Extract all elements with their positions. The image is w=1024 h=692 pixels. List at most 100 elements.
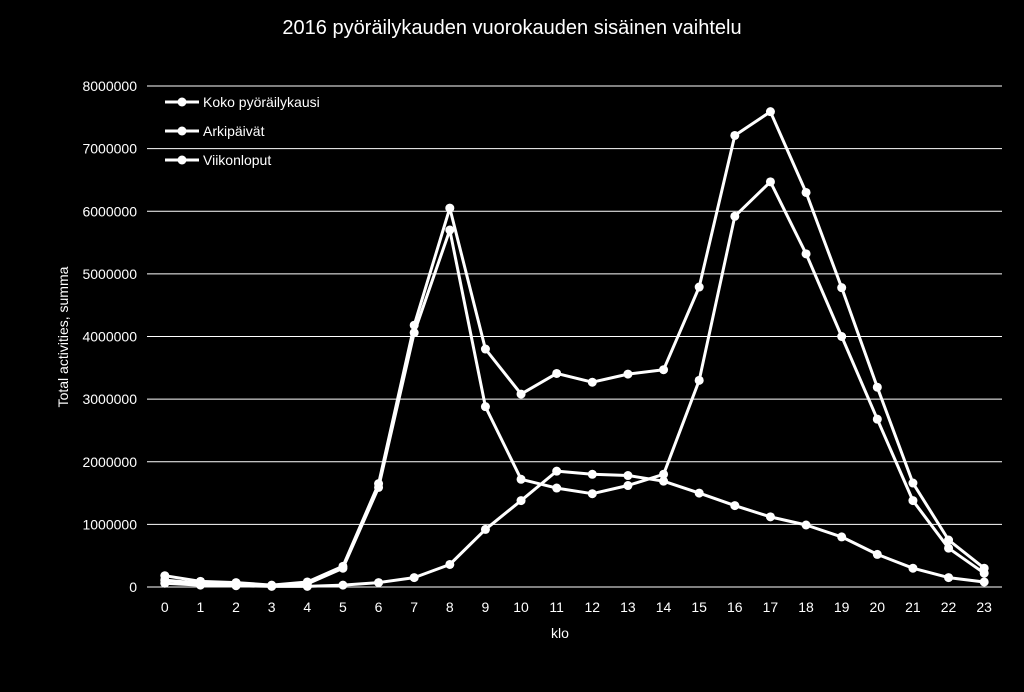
x-tick-label: 12 xyxy=(585,599,601,615)
legend-item: Viikonloput xyxy=(165,152,271,168)
y-tick-label: 5000000 xyxy=(82,266,137,282)
data-point xyxy=(694,282,704,292)
legend: Koko pyöräilykausi Arkipäivät Viikonloput xyxy=(165,94,320,168)
x-tick-label: 18 xyxy=(798,599,814,615)
x-tick-label: 13 xyxy=(620,599,636,615)
data-point xyxy=(552,466,562,476)
gridlines xyxy=(147,85,1002,588)
series-lines xyxy=(160,107,989,591)
data-point xyxy=(659,469,669,479)
data-point xyxy=(801,187,811,197)
y-tick-label: 7000000 xyxy=(82,141,137,157)
x-tick-label: 14 xyxy=(656,599,672,615)
legend-item: Koko pyöräilykausi xyxy=(165,94,320,110)
data-point xyxy=(872,549,882,559)
data-point xyxy=(195,580,205,590)
series-line xyxy=(164,110,986,587)
x-tick-label: 23 xyxy=(976,599,992,615)
data-point xyxy=(765,177,775,187)
x-tick-label: 8 xyxy=(446,599,454,615)
x-tick-label: 6 xyxy=(375,599,383,615)
legend-label: Koko pyöräilykausi xyxy=(203,94,320,110)
x-tick-label: 11 xyxy=(549,599,564,615)
data-point xyxy=(374,482,384,492)
data-point xyxy=(480,524,490,534)
data-point xyxy=(409,328,419,338)
x-tick-label: 17 xyxy=(763,599,779,615)
data-point xyxy=(908,478,918,488)
y-tick-label: 2000000 xyxy=(82,454,137,470)
data-point xyxy=(694,375,704,385)
data-point xyxy=(765,512,775,522)
data-point xyxy=(944,573,954,583)
y-tick-label: 4000000 xyxy=(82,329,137,345)
data-point xyxy=(872,382,882,392)
y-tick-label: 0 xyxy=(129,579,137,595)
data-point xyxy=(267,581,277,591)
data-point xyxy=(659,365,669,375)
x-tick-label: 1 xyxy=(197,599,205,615)
data-point xyxy=(944,535,954,545)
legend-item: Arkipäivät xyxy=(165,123,265,139)
data-point xyxy=(480,402,490,412)
data-point xyxy=(908,496,918,506)
data-point xyxy=(445,225,455,235)
y-tick-label: 6000000 xyxy=(82,203,137,219)
x-tick-label: 19 xyxy=(834,599,850,615)
series-line xyxy=(164,469,985,588)
x-tick-label: 3 xyxy=(268,599,276,615)
legend-marker xyxy=(177,126,187,136)
data-point xyxy=(587,469,597,479)
data-point xyxy=(837,283,847,293)
data-point xyxy=(801,249,811,259)
data-point xyxy=(480,344,490,354)
data-point xyxy=(623,471,633,481)
x-tick-label: 5 xyxy=(339,599,347,615)
data-point xyxy=(587,377,597,387)
x-axis-label: klo xyxy=(551,625,569,641)
x-tick-label: 20 xyxy=(870,599,886,615)
data-point xyxy=(659,476,669,486)
data-point xyxy=(872,414,882,424)
legend-label: Arkipäivät xyxy=(203,123,265,139)
data-point xyxy=(730,501,740,511)
data-point xyxy=(587,489,597,499)
y-axis-label: Total activities, summa xyxy=(55,266,71,407)
series-line xyxy=(164,180,986,588)
x-tick-label: 0 xyxy=(161,599,169,615)
x-tick-label: 21 xyxy=(905,599,921,615)
x-axis-tick-labels: 0 1 2 3 4 5 6 7 8 9 10 11 12 13 14 15 16 17 18 19 20 21 22 23 xyxy=(161,599,992,615)
data-point xyxy=(694,488,704,498)
y-axis-tick-labels: 0 1000000 2000000 3000000 4000000 5000000 6000… xyxy=(82,78,137,595)
data-point xyxy=(730,130,740,140)
chart-title: 2016 pyöräilykauden vuorokauden sisäinen… xyxy=(282,17,741,39)
legend-label: Viikonloput xyxy=(203,152,271,168)
data-point xyxy=(765,107,775,117)
data-point xyxy=(730,211,740,221)
x-tick-label: 2 xyxy=(232,599,240,615)
y-tick-label: 8000000 xyxy=(82,78,137,94)
data-point xyxy=(552,483,562,493)
data-point xyxy=(516,474,526,484)
x-tick-label: 22 xyxy=(941,599,957,615)
x-tick-label: 9 xyxy=(482,599,490,615)
data-point xyxy=(837,532,847,542)
data-point xyxy=(160,578,170,588)
data-point xyxy=(908,563,918,573)
legend-marker xyxy=(177,155,187,165)
data-point xyxy=(552,368,562,378)
data-point xyxy=(623,369,633,379)
data-point xyxy=(302,581,312,591)
x-tick-label: 16 xyxy=(727,599,743,615)
data-point xyxy=(516,496,526,506)
data-point xyxy=(801,520,811,530)
data-point xyxy=(409,573,419,583)
data-point xyxy=(944,543,954,553)
data-point xyxy=(338,580,348,590)
data-point xyxy=(837,332,847,341)
data-point xyxy=(979,577,989,587)
data-point xyxy=(979,568,989,578)
legend-marker xyxy=(177,97,187,107)
